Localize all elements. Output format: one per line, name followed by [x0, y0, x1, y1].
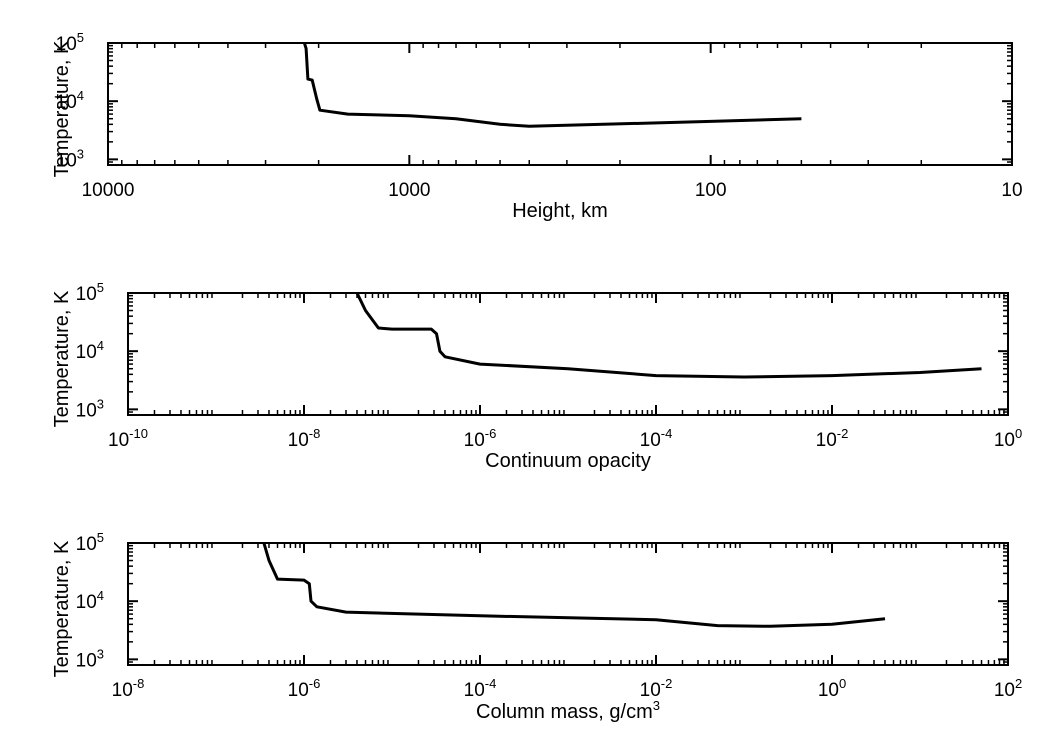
x-tick-label: 10-2: [816, 426, 849, 451]
y-tick-label: 103: [76, 646, 104, 671]
y-axis-label: Temperature, K: [51, 40, 73, 177]
y-axis-label: Temperature, K: [51, 540, 73, 677]
x-tick-label: 10: [1001, 180, 1022, 201]
x-tick-label: 1000: [388, 180, 430, 201]
y-tick-label: 105: [56, 30, 84, 55]
y-tick-label: 104: [76, 338, 104, 363]
y-tick-label: 105: [76, 530, 104, 555]
x-tick-label: 10-4: [464, 676, 497, 701]
y-tick-label: 105: [76, 280, 104, 305]
x-tick-label: 10-4: [640, 426, 673, 451]
x-axis-label: Height, km: [512, 200, 608, 222]
x-tick-label: 10-8: [288, 426, 321, 451]
x-axis-label: Column mass, g/cm3: [476, 698, 660, 723]
x-tick-label: 100: [818, 676, 846, 701]
temperature-series-line: [355, 292, 982, 379]
temperature-series-line: [302, 42, 802, 128]
y-tick-label: 103: [76, 396, 104, 421]
x-tick-label: 10-6: [464, 426, 497, 451]
x-axis-label: Continuum opacity: [485, 450, 651, 472]
x-tick-label: 10000: [82, 180, 135, 201]
x-tick-label: 10-8: [112, 676, 145, 701]
y-tick-label: 104: [76, 588, 104, 613]
chart-panel-2: 10-10 10-8 10-6 10-4 10-2 100 103 104 105 Continu…: [51, 280, 1022, 472]
y-tick-label: 104: [56, 88, 84, 113]
x-tick-label: 100: [994, 426, 1022, 451]
chart-panel-3: 10-8 10-6 10-4 10-2 100 102 103 104 105 Column ma…: [51, 530, 1022, 723]
x-tick-label: 100: [695, 180, 727, 201]
y-axis-label: Temperature, K: [51, 290, 73, 427]
x-tick-label: 102: [994, 676, 1022, 701]
x-tick-label: 10-6: [288, 676, 321, 701]
temperature-series-line: [262, 542, 886, 628]
chart-panel-1: 10000 1000 100 10 103 104 105 Height, km Tempera…: [51, 30, 1023, 222]
y-tick-label: 103: [56, 146, 84, 171]
x-tick-label: 10-10: [108, 426, 148, 451]
x-tick-label: 10-2: [640, 676, 673, 701]
